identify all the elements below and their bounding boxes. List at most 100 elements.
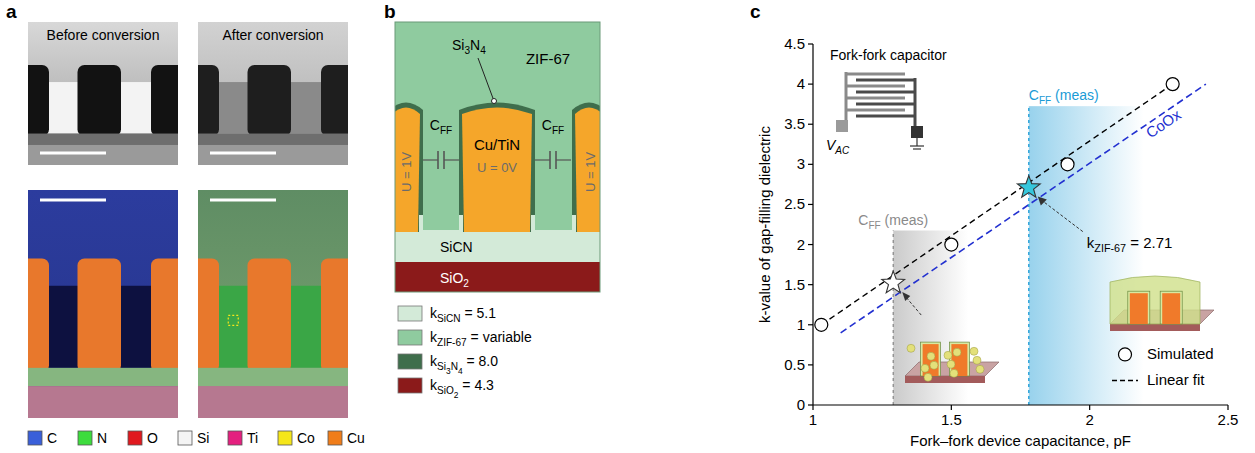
liner-band	[28, 134, 178, 145]
data-point	[815, 318, 828, 331]
y-tick-label: 4.5	[784, 35, 805, 52]
legend-label: kSiCN = 5.1	[430, 305, 496, 324]
y-tick-label: 4	[797, 75, 805, 92]
data-point	[945, 238, 958, 251]
roi-box	[228, 315, 238, 325]
metal-line	[28, 258, 49, 372]
text-run: FF	[552, 125, 564, 136]
text-run: = 5.1	[461, 305, 497, 321]
comb-finger	[846, 85, 905, 88]
comb-finger	[846, 73, 905, 76]
substrate-band	[28, 145, 178, 165]
legend-label: kSiO2 = 4.3	[430, 377, 494, 400]
text-run: Cu/TiN	[474, 136, 520, 153]
x-tick	[1089, 405, 1090, 410]
measurement-label: CFF (meas)	[1029, 87, 1099, 106]
y-tick-label: 1.5	[784, 276, 805, 293]
x-axis-title: Fork–fork device capacitance, pF	[910, 432, 1131, 449]
legend-swatch	[128, 431, 142, 445]
sio2-layer	[395, 262, 600, 292]
reference-line	[841, 84, 1206, 333]
comb-finger	[846, 97, 905, 100]
text-run: SiO	[437, 385, 454, 396]
comb-schematic	[836, 72, 924, 149]
inset-liner	[1128, 291, 1150, 324]
capacitor-plate	[437, 151, 439, 169]
liner-band	[198, 134, 348, 145]
metal-line	[392, 108, 420, 233]
x-tick-label: 1.5	[941, 411, 962, 428]
legend-swatch	[398, 354, 422, 369]
metal-line	[575, 108, 603, 233]
y-tick-label: 0	[797, 396, 805, 413]
legend-label: kSi3N4 = 8.0	[430, 353, 498, 376]
inset-particle	[907, 344, 915, 352]
arrow-head	[902, 292, 910, 301]
legend-label: Cu	[347, 430, 365, 446]
substrate-band	[28, 386, 178, 418]
sicn-sidewall	[459, 215, 463, 232]
comb-finger	[846, 109, 905, 112]
substrate-band	[198, 386, 348, 418]
inset-liner	[1160, 291, 1182, 324]
legend-label: Si	[197, 430, 209, 446]
legend-swatch	[398, 330, 422, 345]
measurement-shade	[1029, 106, 1144, 405]
sicn-sidewall	[572, 215, 576, 232]
y-tick	[808, 124, 813, 125]
sicn-sidewall	[531, 215, 535, 232]
image-title: After conversion	[222, 27, 323, 43]
capacitor-wire	[556, 159, 571, 160]
legend-swatch	[398, 306, 422, 321]
leader-line	[478, 58, 494, 101]
text-run: FF	[440, 125, 452, 136]
liner-band	[198, 368, 348, 386]
annotation: kZIF-67 = 2.71	[1087, 234, 1173, 255]
measurement-label: CFF (meas)	[858, 212, 928, 231]
panel-letter: a	[6, 1, 17, 22]
legend-label: Linear fit	[1147, 371, 1205, 388]
legend-swatch	[28, 431, 42, 445]
figure: aBefore conversionAfter conversionCNOSiT…	[0, 0, 1255, 453]
capacitor-wire	[444, 159, 459, 160]
inset-particle	[930, 361, 938, 369]
legend-swatch	[178, 431, 192, 445]
scale-bar	[210, 199, 276, 202]
metal-line	[151, 65, 178, 136]
x-tick	[951, 405, 952, 410]
layer-label: SiO2	[440, 270, 469, 289]
scale-bar	[210, 152, 276, 155]
potential-label: U = 1V	[583, 152, 598, 192]
inset-substrate	[905, 376, 985, 383]
text-run: SiCN	[437, 313, 461, 324]
plot-area	[815, 78, 1214, 405]
capacitance-label: CFF	[430, 117, 452, 136]
sicn-layer	[395, 230, 600, 262]
y-tick-label: 3.5	[784, 115, 805, 132]
y-axis-title: k-value of gap-filling dielectric	[756, 126, 773, 323]
text-run: (meas)	[881, 212, 928, 228]
x-axis-line	[813, 404, 1228, 405]
arrow-line	[1041, 200, 1083, 232]
leader-dot	[492, 99, 497, 104]
tem-image	[198, 22, 348, 165]
text-run: ZIF-67	[526, 50, 570, 67]
y-tick-label: 2	[797, 236, 805, 253]
layer-label: Si3N4	[452, 37, 486, 56]
fit-line	[821, 84, 1172, 325]
text-run: = 4.3	[458, 377, 494, 393]
substrate-band	[198, 145, 348, 165]
layer-label: ZIF-67	[526, 50, 570, 67]
data-point	[1061, 158, 1074, 171]
legend-swatch	[398, 378, 422, 393]
ground-symbol	[913, 148, 921, 149]
legend-swatch	[228, 431, 242, 445]
inset-title: Fork-fork capacitor	[830, 47, 947, 63]
inset-particle	[947, 360, 955, 368]
y-tick	[808, 43, 813, 44]
inset-metal	[1130, 293, 1148, 324]
pad	[911, 126, 923, 138]
ground-symbol	[910, 145, 924, 146]
legend-label: C	[47, 430, 57, 446]
inset-particle	[924, 373, 932, 381]
